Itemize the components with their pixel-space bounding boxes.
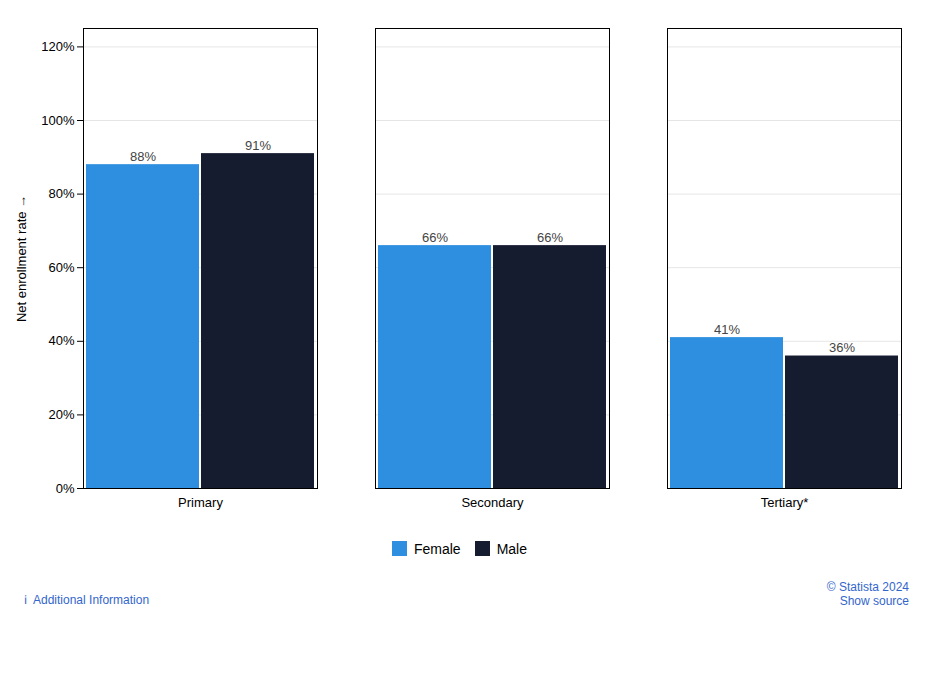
html-text:Female: Female [414, 540, 461, 557]
svg-text:Tertiary*: Tertiary* [761, 495, 809, 510]
svg-text:41%: 41% [714, 322, 740, 337]
svg-text:60%: 60% [48, 260, 74, 275]
svg-text:100%: 100% [41, 113, 75, 128]
svg-text:0%: 0% [56, 481, 75, 496]
svg-text:20%: 20% [48, 407, 74, 422]
svg-text:88%: 88% [130, 149, 156, 164]
svg-text:66%: 66% [537, 230, 563, 245]
svg-text:80%: 80% [48, 186, 74, 201]
svg-text:66%: 66% [422, 230, 448, 245]
svg-text:Net enrollment rate →: Net enrollment rate → [14, 195, 29, 322]
svg-text:Secondary: Secondary [461, 495, 524, 510]
html-text:Show source: Show source [839, 594, 909, 608]
svg-text:120%: 120% [41, 39, 75, 54]
svg-text:40%: 40% [48, 333, 74, 348]
html-text:Male: Male [496, 540, 527, 557]
svg-text:Primary: Primary [178, 495, 223, 510]
svg-text:36%: 36% [829, 340, 855, 355]
svg-text:91%: 91% [245, 138, 271, 153]
html-text:ℹ Additional Information: ℹ Additional Information [24, 593, 150, 607]
html-text:© Statista 2024: © Statista 2024 [826, 580, 909, 594]
